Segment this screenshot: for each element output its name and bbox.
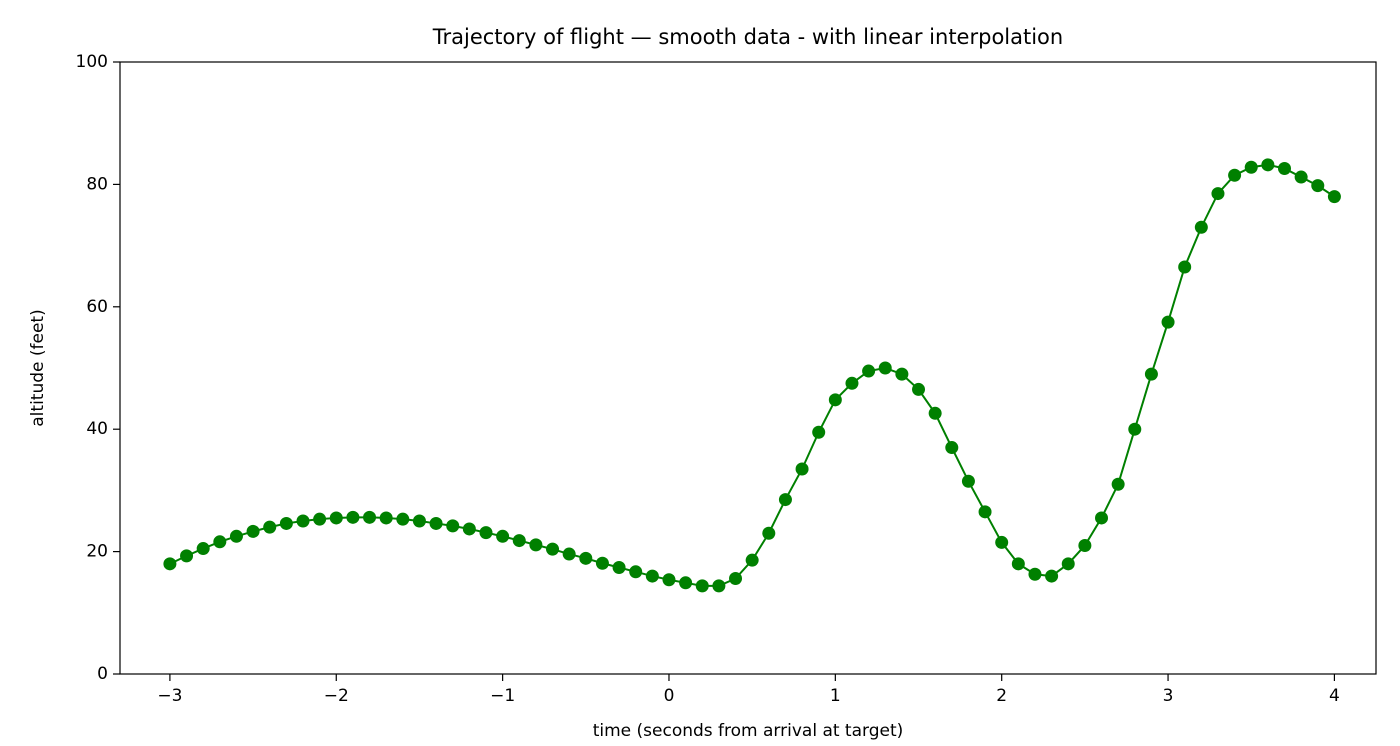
point (180, 549, 194, 563)
point (1095, 511, 1109, 525)
point (346, 510, 360, 524)
x-tick-label: 1 (830, 686, 841, 706)
point (878, 361, 892, 375)
point (1045, 569, 1059, 583)
point (1111, 477, 1125, 491)
y-tick-label: 40 (86, 419, 108, 439)
point (529, 538, 543, 552)
x-tick-label: −2 (324, 686, 349, 706)
point (379, 511, 393, 525)
point (396, 512, 410, 526)
point (412, 514, 426, 528)
x-tick-label: 3 (1163, 686, 1174, 706)
point (1011, 557, 1025, 571)
x-tick-label: −3 (157, 686, 182, 706)
point (246, 524, 260, 538)
point (1078, 538, 1092, 552)
point (978, 505, 992, 519)
y-tick-label: 80 (86, 174, 108, 194)
point (745, 553, 759, 567)
point (446, 519, 460, 533)
point (1028, 567, 1042, 581)
point (645, 569, 659, 583)
point (945, 441, 959, 455)
point (429, 516, 443, 530)
point (812, 425, 826, 439)
point (279, 516, 293, 530)
point (1261, 158, 1275, 172)
point (629, 565, 643, 579)
x-tick-label: 2 (996, 686, 1007, 706)
point (1327, 190, 1341, 204)
point (612, 561, 626, 575)
point (546, 542, 560, 556)
point (862, 364, 876, 378)
point (1228, 168, 1242, 182)
point (329, 511, 343, 525)
point (1311, 179, 1325, 193)
point (845, 376, 859, 390)
point (762, 526, 776, 540)
point (462, 522, 476, 536)
point (213, 535, 227, 549)
point (961, 474, 975, 488)
point (679, 576, 693, 590)
point (695, 579, 709, 593)
point (1278, 161, 1292, 175)
point (562, 547, 576, 561)
point (1061, 557, 1075, 571)
point (595, 556, 609, 570)
plot-frame (119, 61, 1377, 675)
point (363, 510, 377, 524)
y-tick-label: 60 (86, 297, 108, 317)
point (196, 542, 210, 556)
chart-title: Trajectory of flight — smooth data - wit… (432, 25, 1063, 49)
line (169, 163, 1335, 587)
point (1194, 220, 1208, 234)
point (928, 406, 942, 420)
y-tick-label: 100 (76, 52, 108, 72)
point (229, 529, 243, 543)
point (1128, 422, 1142, 436)
point (795, 462, 809, 476)
point (479, 526, 493, 540)
point (712, 579, 726, 593)
point (662, 573, 676, 587)
point (313, 512, 327, 526)
point (579, 551, 593, 565)
point (163, 557, 177, 571)
y-axis-label: altitude (feet) (28, 309, 48, 426)
x-tick-label: 0 (664, 686, 675, 706)
point (496, 529, 510, 543)
point (995, 535, 1009, 549)
point (1144, 367, 1158, 381)
point (296, 514, 310, 528)
point (512, 534, 526, 548)
point (778, 493, 792, 507)
point (1211, 187, 1225, 201)
point (828, 393, 842, 407)
point (1244, 160, 1258, 174)
point (895, 367, 909, 381)
point (263, 520, 277, 534)
point (1161, 315, 1175, 329)
y-tick-label: 0 (97, 664, 108, 684)
point (1294, 170, 1308, 184)
x-axis-label: time (seconds from arrival at target) (593, 721, 904, 741)
point (729, 572, 743, 586)
x-tick-label: −1 (490, 686, 515, 706)
point (1178, 260, 1192, 274)
point (912, 382, 926, 396)
x-tick-label: 4 (1329, 686, 1340, 706)
y-tick-label: 20 (86, 542, 108, 562)
